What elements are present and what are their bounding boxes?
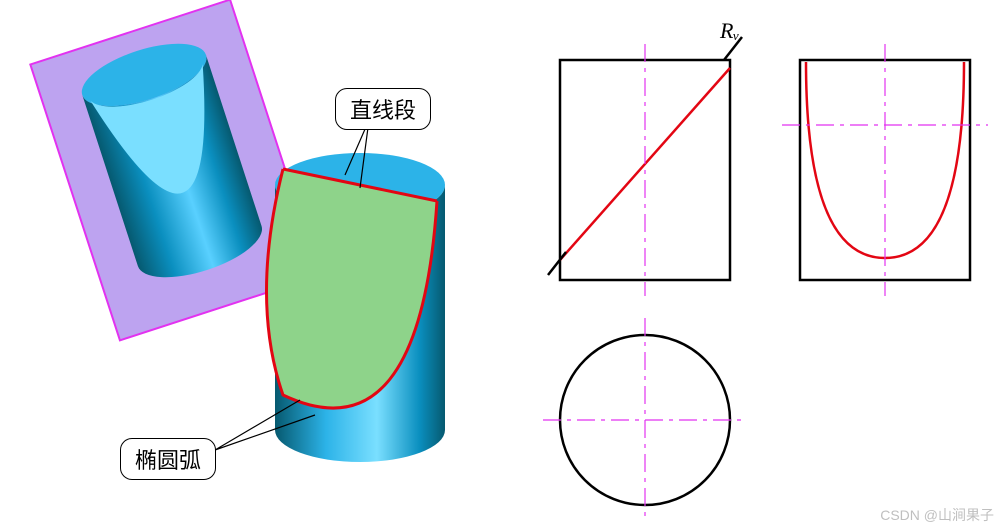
callout-straight: 直线段 <box>335 88 431 130</box>
watermark: CSDN @山涧果子 <box>880 505 994 525</box>
top-view <box>543 318 747 522</box>
side-view <box>782 44 988 296</box>
callout-straight-label: 直线段 <box>350 98 416 123</box>
projections <box>543 37 988 522</box>
callout-arc-label: 椭圆弧 <box>135 448 201 473</box>
callout-arc: 椭圆弧 <box>120 438 216 480</box>
main-cylinder <box>267 153 446 462</box>
front-view <box>548 37 742 296</box>
pv-label: Rᵥ <box>720 18 740 44</box>
